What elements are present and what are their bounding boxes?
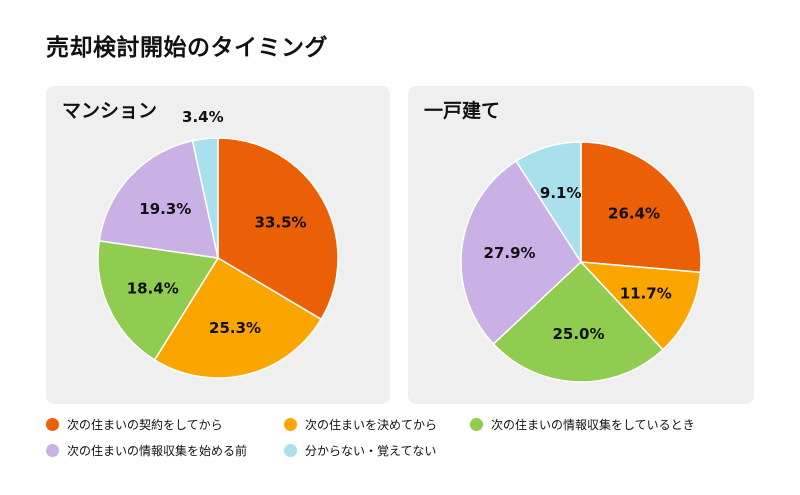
pie-slice-house-0 <box>580 141 702 274</box>
legend-label: 分からない・覚えてない <box>305 444 437 458</box>
pie-slice-mansion-0 <box>217 137 339 321</box>
pie-data-label-mansion-4: 3.4% <box>182 108 224 126</box>
pie-chart-mansion: 33.5% 25.3% 18.4% 19.3% 3.4% <box>97 108 339 379</box>
legend: 次の住まいの契約をしてから 次の住まいを決めてから 次の住まいの情報収集をしてい… <box>46 416 766 476</box>
pie-slice-house-3 <box>460 160 582 346</box>
legend-swatch <box>46 418 59 431</box>
pie-data-label-house-3: 27.9% <box>484 244 536 262</box>
pie-panel-house: 一戸建て 26.4% 11.7% 25.0% 27.9% 9.1% <box>408 86 754 404</box>
pie-slice-house-1 <box>579 261 702 351</box>
chart-title: 売却検討開始のタイミング <box>46 35 328 61</box>
pie-data-label-house-4: 9.1% <box>540 184 582 202</box>
pie-slice-mansion-3 <box>98 139 219 259</box>
pie-data-label-mansion-0: 33.5% <box>255 213 307 231</box>
legend-item: 次の住まいの情報収集をしているとき <box>470 416 695 433</box>
legend-label: 次の住まいの契約をしてから <box>67 418 223 432</box>
pie-title-house: 一戸建て <box>424 100 501 122</box>
pie-slice-mansion-2 <box>97 240 220 361</box>
pie-slice-mansion-1 <box>153 256 323 379</box>
legend-swatch <box>46 444 59 457</box>
pie-data-label-house-0: 26.4% <box>608 204 660 222</box>
legend-swatch <box>284 444 297 457</box>
legend-item: 次の住まいの情報収集を始める前 <box>46 442 247 459</box>
pie-data-label-mansion-2: 18.4% <box>127 279 179 297</box>
pie-data-label-mansion-1: 25.3% <box>209 319 261 337</box>
pie-data-label-house-2: 25.0% <box>552 325 604 343</box>
pie-slice-house-2 <box>492 260 664 383</box>
legend-label: 次の住まいを決めてから <box>305 418 438 432</box>
pie-slice-house-4 <box>515 141 582 265</box>
legend-item: 分からない・覚えてない <box>284 442 436 459</box>
pie-title-mansion: マンション <box>62 100 158 122</box>
pie-data-label-house-1: 11.7% <box>620 285 672 303</box>
legend-swatch <box>470 418 483 431</box>
pie-slice-mansion-4 <box>191 137 219 259</box>
legend-swatch <box>284 418 297 431</box>
legend-label: 次の住まいの情報収集を始める前 <box>67 444 248 458</box>
pie-chart-house: 26.4% 11.7% 25.0% 27.9% 9.1% <box>460 141 702 383</box>
legend-item: 次の住まいを決めてから <box>284 416 437 433</box>
legend-item: 次の住まいの契約をしてから <box>46 416 223 433</box>
pie-panel-mansion: マンション 33.5% 25.3% 18.4% 19.3% 3.4% <box>46 86 390 404</box>
pie-data-label-mansion-3: 19.3% <box>139 200 191 218</box>
legend-label: 次の住まいの情報収集をしているとき <box>491 418 695 432</box>
